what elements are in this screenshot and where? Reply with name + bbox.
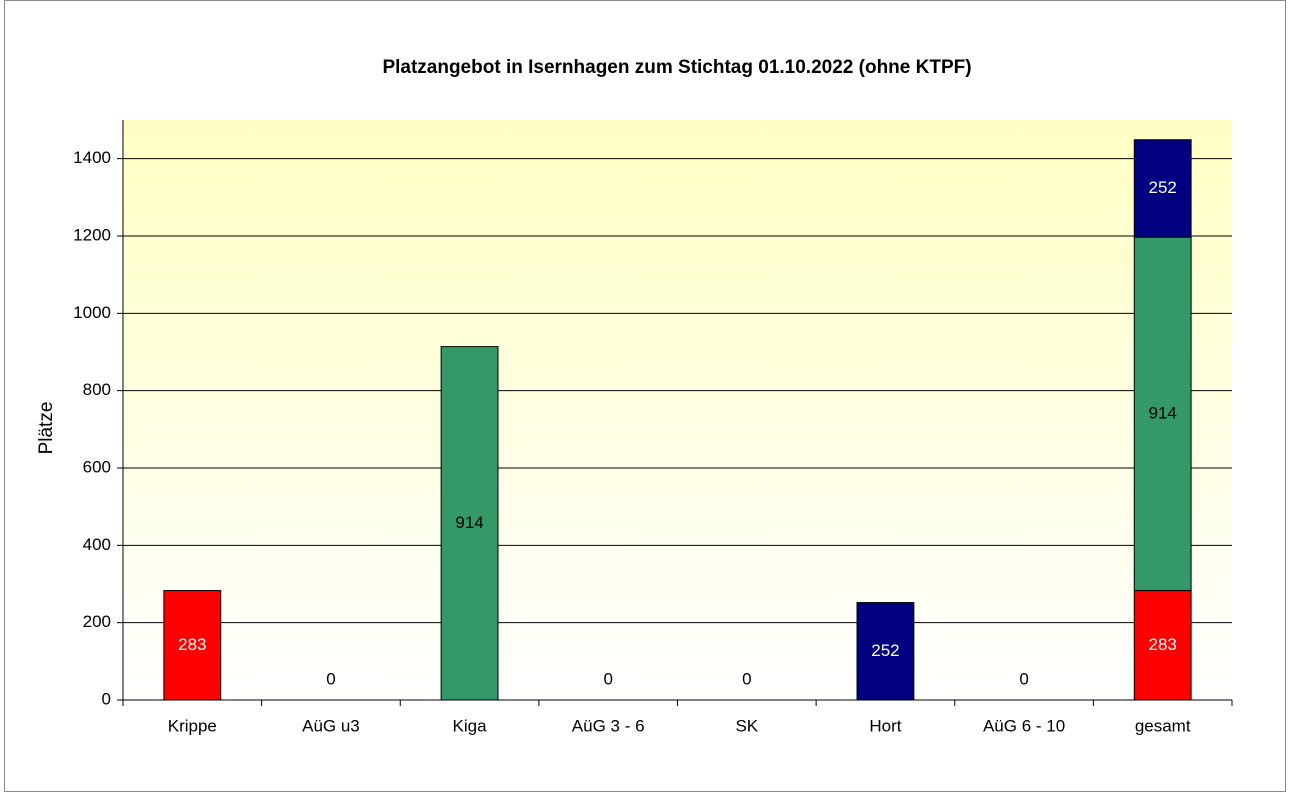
y-tick-label: 1000 bbox=[73, 303, 111, 322]
value-label: 0 bbox=[1019, 669, 1028, 688]
x-tick-label: Kiga bbox=[453, 716, 488, 735]
value-label: 0 bbox=[603, 669, 612, 688]
value-label: 0 bbox=[326, 669, 335, 688]
y-tick-label: 1400 bbox=[73, 148, 111, 167]
x-tick-label: Krippe bbox=[168, 716, 217, 735]
y-tick-label: 600 bbox=[83, 457, 111, 476]
x-tick-label: AüG u3 bbox=[302, 716, 360, 735]
bar-segment bbox=[1133, 590, 1192, 701]
x-tick-label: SK bbox=[735, 716, 758, 735]
value-label: 283 bbox=[1149, 635, 1177, 654]
bar-segment bbox=[1133, 236, 1192, 592]
y-tick-label: 800 bbox=[83, 380, 111, 399]
plot-area bbox=[123, 120, 1232, 700]
value-label: 914 bbox=[1149, 403, 1177, 422]
y-tick-label: 200 bbox=[83, 612, 111, 631]
value-label: 252 bbox=[871, 641, 899, 660]
y-tick-label: 1200 bbox=[73, 225, 111, 244]
y-axis-label: Plätze bbox=[36, 402, 57, 455]
bar-segment bbox=[440, 346, 499, 701]
x-tick-label: AüG 3 - 6 bbox=[572, 716, 645, 735]
bar-segment bbox=[163, 590, 222, 701]
value-label: 914 bbox=[455, 513, 483, 532]
bar-segment bbox=[1133, 139, 1192, 238]
x-tick-label: Hort bbox=[869, 716, 901, 735]
value-label: 0 bbox=[742, 669, 751, 688]
x-tick-label: gesamt bbox=[1135, 716, 1191, 735]
y-tick-label: 400 bbox=[83, 535, 111, 554]
bar-segment bbox=[856, 602, 915, 701]
value-label: 252 bbox=[1149, 178, 1177, 197]
x-tick-label: AüG 6 - 10 bbox=[983, 716, 1065, 735]
value-label: 283 bbox=[178, 635, 206, 654]
y-tick-label: 0 bbox=[102, 689, 111, 708]
chart-title: Platzangebot in Isernhagen zum Stichtag … bbox=[382, 57, 971, 78]
